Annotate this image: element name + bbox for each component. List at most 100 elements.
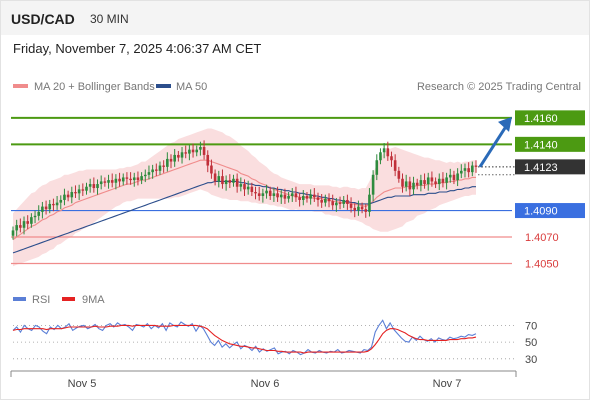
- rsi-legend: RSI 9MA: [13, 294, 105, 306]
- price-tag-1.4123: [515, 159, 585, 175]
- candle-body: [298, 197, 301, 200]
- candle-body: [324, 198, 327, 203]
- candle-body: [33, 215, 37, 218]
- candle-body: [107, 180, 110, 183]
- forecast-arrow: [478, 124, 509, 168]
- candle-body: [452, 174, 456, 181]
- candle-body: [408, 181, 412, 190]
- candle-body: [217, 176, 221, 182]
- candle-body: [48, 203, 52, 210]
- candle-body: [390, 156, 393, 161]
- candle-body: [140, 176, 143, 181]
- candle-body: [239, 184, 243, 187]
- candle-body: [143, 174, 147, 177]
- price-tag-1.4140: [515, 136, 585, 152]
- price-levels: [11, 116, 516, 265]
- candle-body: [412, 182, 415, 190]
- candle-body: [268, 190, 272, 196]
- candle-body: [52, 203, 55, 206]
- bollinger-band-area: [13, 128, 476, 267]
- price-tag-label: 1.4140: [524, 139, 558, 151]
- price-tag-1.4160: [515, 110, 585, 126]
- candle-body: [349, 203, 353, 208]
- candle-body: [74, 192, 77, 194]
- candle-body: [188, 149, 191, 154]
- candle-body: [460, 170, 463, 174]
- candle-body: [445, 177, 448, 183]
- candle-body: [85, 186, 88, 191]
- timeframe-label: 30 MIN: [90, 12, 129, 26]
- candle-body: [63, 194, 66, 200]
- rsi-panel: 70 50 30: [12, 319, 537, 366]
- candle-body: [132, 177, 136, 181]
- candle-body: [393, 160, 397, 171]
- candle-body: [257, 193, 261, 196]
- bollinger-legend-label: MA 20 + Bollinger Bands: [34, 81, 155, 93]
- credit-text: Research © 2025 Trading Central: [417, 81, 581, 93]
- price-tag-label: 1.4050: [525, 259, 559, 271]
- candle-body: [110, 180, 114, 183]
- candle-body: [129, 178, 132, 181]
- candle-body: [96, 184, 99, 189]
- candle-body: [41, 206, 44, 212]
- candle-body: [294, 193, 298, 198]
- candle-body: [184, 152, 188, 154]
- candle-body: [272, 193, 276, 196]
- candle-body: [430, 177, 434, 182]
- candle-body: [191, 149, 195, 153]
- candle-body: [265, 190, 268, 194]
- candle-body: [456, 173, 459, 181]
- candle-body: [19, 225, 22, 228]
- candle-body: [368, 194, 371, 212]
- candle-body: [88, 184, 92, 187]
- candle-body: [114, 178, 118, 183]
- candle-body: [180, 152, 184, 158]
- candle-body: [357, 206, 360, 211]
- candle-body: [441, 178, 445, 183]
- rsi-series-RSI: [12, 319, 477, 356]
- candle-body: [360, 206, 364, 210]
- candle-body: [327, 198, 331, 202]
- candle-body: [66, 194, 70, 198]
- candle-body: [320, 199, 323, 203]
- candle-body: [287, 195, 290, 199]
- candle-body: [169, 158, 173, 162]
- candle-body: [437, 178, 441, 185]
- candle-body: [283, 194, 287, 199]
- candle-body: [155, 169, 158, 171]
- candle-body: [199, 146, 202, 150]
- candle-body: [55, 202, 59, 206]
- price-tag-1.4090: [515, 203, 585, 219]
- rsi-series-9MA: [12, 324, 477, 354]
- candle-body: [77, 189, 81, 194]
- candle-body: [463, 168, 467, 171]
- candle-body: [309, 194, 312, 199]
- candle-body: [44, 206, 48, 210]
- candle-body: [125, 177, 129, 179]
- candle-body: [305, 195, 309, 199]
- candle-body: [166, 158, 169, 167]
- candle-body: [81, 189, 85, 191]
- candle-body: [228, 180, 232, 183]
- candle-body: [246, 186, 250, 190]
- candle-body: [177, 154, 180, 158]
- candle-body: [103, 181, 107, 183]
- candle-body: [364, 209, 368, 212]
- candle-body: [346, 199, 349, 204]
- rsi-legend-swatch: [13, 297, 26, 301]
- candle-body: [415, 182, 419, 186]
- legend: MA 20 + Bollinger Bands MA 50 Research ©…: [13, 81, 581, 93]
- candle-body: [434, 181, 437, 185]
- candle-body: [353, 207, 357, 211]
- forecast-arrowhead: [498, 116, 512, 132]
- candle-body: [22, 221, 26, 228]
- bollinger-band: [13, 128, 476, 267]
- candle-body: [26, 221, 29, 224]
- candle-body: [379, 152, 382, 161]
- candle-body: [301, 195, 305, 200]
- candle-body: [92, 184, 96, 189]
- candle-body: [426, 177, 430, 185]
- candle-body: [210, 165, 213, 174]
- candle-body: [474, 165, 478, 167]
